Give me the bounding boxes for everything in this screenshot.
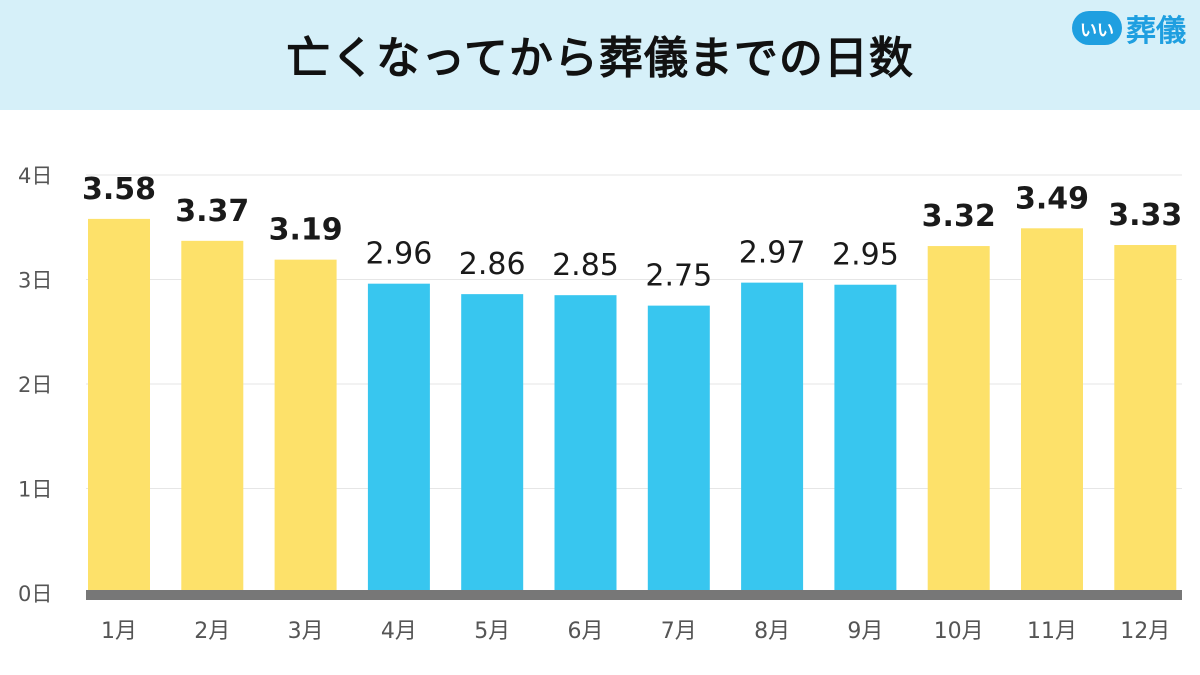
x-axis-ticks: 1月 2月 3月 4月 5月 6月 7月 8月 9月 10月 11月 12月 [101,619,1170,644]
gridlines [86,174,1182,489]
chart-title: 亡くなってから葬儀までの日数 [286,33,914,84]
bar-3月 [274,259,337,593]
x-tick-label: 3月 [288,619,324,644]
header-band [0,0,1200,110]
bar-1月 [88,218,150,593]
data-label: 3.49 [1015,181,1089,216]
y-axis-ticks: 0日 1日 2日 3日 4日 [18,164,52,606]
y-tick-label: 4日 [18,164,52,188]
bar-12月 [1114,245,1177,593]
data-label: 2.86 [459,247,526,282]
bar-11月 [1021,228,1083,594]
bar-7月 [647,305,710,593]
bar-6月 [554,295,617,593]
bar-5月 [461,294,524,593]
x-tick-label: 4月 [381,619,417,644]
data-label: 2.96 [366,237,433,272]
x-tick-label: 8月 [754,619,790,644]
y-tick-label: 2日 [18,373,52,397]
x-tick-label: 9月 [847,619,883,644]
data-labels: 3.58 3.37 3.19 2.96 2.86 2.85 2.75 2.97 2.95 3.32… [82,172,1182,294]
data-label: 3.32 [922,199,996,234]
x-tick-label: 6月 [568,619,604,644]
brand-logo: いい 葬儀 [1072,8,1186,49]
logo-text: 葬儀 [1126,14,1186,49]
x-tick-label: 11月 [1027,619,1077,644]
data-label: 3.37 [175,194,249,229]
bar-9月 [834,284,897,593]
data-label: 2.95 [832,238,899,273]
bar-10月 [927,246,990,593]
x-tick-label: 1月 [101,619,137,644]
y-tick-label: 3日 [18,269,52,293]
x-tick-label: 5月 [474,619,510,644]
logo-badge: いい [1072,11,1122,45]
data-label: 3.19 [269,213,343,248]
bar-4月 [367,283,430,593]
bar-8月 [741,282,804,593]
bars [88,218,1177,594]
x-tick-label: 2月 [194,619,230,644]
data-label: 3.58 [82,172,156,207]
x-tick-label: 7月 [661,619,697,644]
baseline [86,590,1182,600]
data-label: 2.85 [552,248,619,283]
bar-chart: 3.58 3.37 3.19 2.96 2.86 2.85 2.75 2.97 2.95 3.32… [18,164,1182,644]
data-label: 3.33 [1108,198,1182,233]
data-label: 2.75 [645,259,712,294]
data-label: 2.97 [739,236,806,271]
x-tick-label: 12月 [1120,619,1170,644]
y-tick-label: 0日 [18,582,52,606]
bar-2月 [181,240,244,593]
y-tick-label: 1日 [18,478,52,502]
x-tick-label: 10月 [934,619,984,644]
